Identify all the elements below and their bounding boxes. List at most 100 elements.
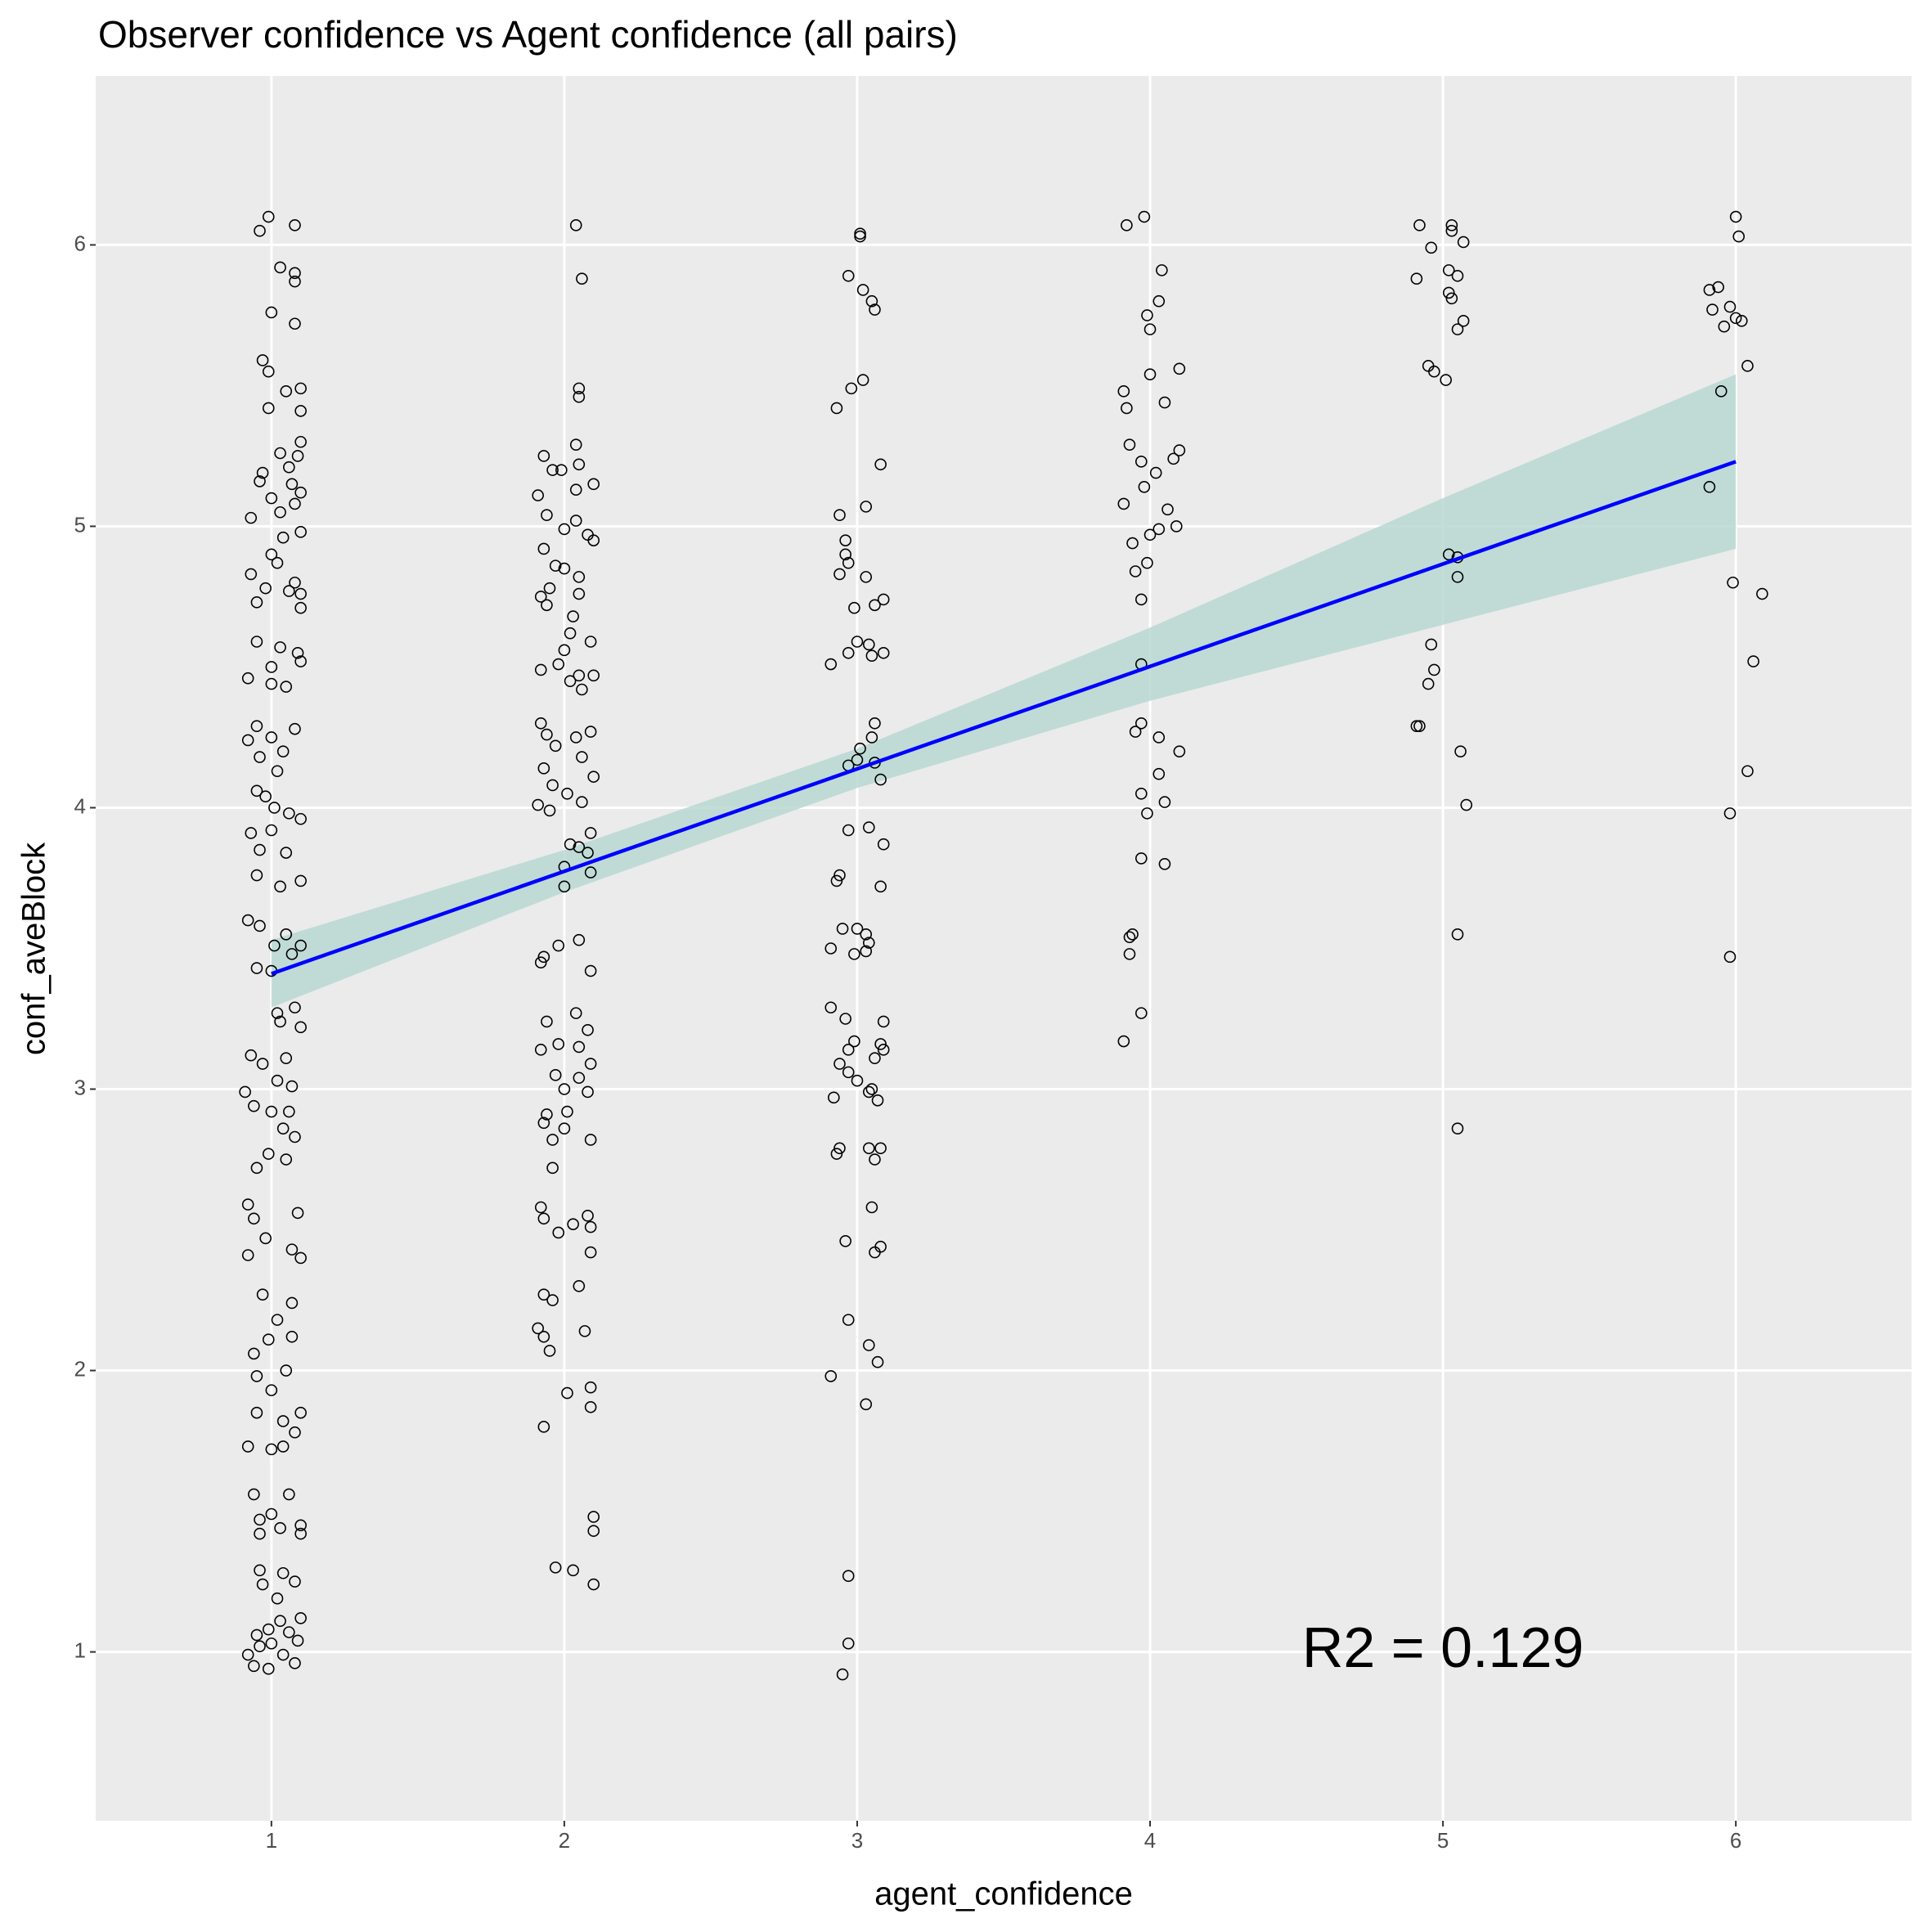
point [294, 587, 307, 600]
point [289, 1657, 301, 1669]
point [869, 1246, 881, 1259]
point [552, 1038, 565, 1050]
point [248, 1660, 260, 1673]
point [1152, 731, 1166, 744]
point [845, 382, 858, 395]
point [874, 880, 887, 893]
point [860, 571, 873, 583]
point [582, 1085, 594, 1099]
point [262, 365, 275, 378]
point [1413, 720, 1426, 733]
point [256, 1058, 269, 1070]
point [1727, 576, 1739, 589]
point [250, 1161, 263, 1175]
point [274, 1015, 286, 1028]
point [262, 210, 275, 223]
point [274, 1521, 286, 1534]
point [573, 669, 586, 682]
point [573, 1280, 586, 1292]
point [839, 534, 851, 546]
point [1451, 269, 1464, 282]
point [569, 731, 582, 744]
point [245, 568, 258, 581]
point [848, 1035, 860, 1048]
axes: 1 2 3 4 5 6 1 2 3 4 5 6 [74, 231, 1742, 1853]
point [1410, 272, 1423, 285]
point [865, 1083, 878, 1095]
point [584, 636, 597, 648]
point [534, 591, 547, 603]
point [259, 790, 272, 803]
point [584, 827, 597, 839]
point [1714, 385, 1728, 398]
point [537, 1212, 550, 1225]
point [280, 928, 293, 941]
point [283, 1105, 295, 1118]
point [573, 841, 586, 853]
point [1460, 798, 1473, 811]
point [250, 1370, 263, 1382]
point [274, 447, 286, 460]
point [573, 382, 586, 395]
point [865, 649, 878, 663]
point [1703, 284, 1716, 296]
y-axis-label: conf_aveBlock [16, 842, 52, 1055]
point [294, 601, 307, 614]
point [877, 646, 890, 659]
point [558, 880, 571, 893]
point [874, 458, 887, 471]
point [877, 593, 890, 606]
point [584, 964, 597, 977]
point [265, 306, 278, 319]
point [265, 824, 278, 837]
point [291, 450, 304, 462]
point [280, 847, 293, 859]
point [546, 464, 559, 476]
point [241, 734, 254, 747]
point [578, 1325, 591, 1337]
point [274, 641, 286, 654]
point [824, 658, 838, 671]
point [265, 1443, 278, 1456]
point [1712, 281, 1724, 294]
point [576, 272, 588, 285]
point [1410, 720, 1423, 733]
point [534, 1201, 547, 1214]
point [584, 1246, 597, 1259]
point [552, 939, 565, 952]
point [276, 745, 290, 757]
point [549, 739, 562, 753]
point [842, 824, 855, 837]
point [851, 1074, 864, 1087]
x-tick-label: 2 [559, 1828, 570, 1853]
point [584, 1220, 597, 1233]
point [833, 509, 846, 521]
point [833, 568, 846, 581]
x-tick-label: 4 [1144, 1828, 1156, 1853]
point [271, 1592, 284, 1605]
point [534, 956, 547, 969]
point [1161, 503, 1174, 516]
point [1741, 360, 1754, 372]
point [860, 1398, 873, 1411]
point [254, 1527, 266, 1540]
point [1451, 928, 1464, 941]
point [848, 948, 860, 960]
point [1117, 497, 1130, 510]
point [587, 771, 600, 783]
point [1723, 807, 1737, 820]
point [1152, 294, 1166, 308]
point [558, 523, 571, 536]
fit-band-layer [271, 374, 1737, 1008]
point [250, 1629, 263, 1642]
point [1167, 452, 1179, 465]
y-tick-label: 4 [74, 793, 86, 818]
point [262, 402, 275, 415]
fit-line [271, 460, 1737, 976]
point [1138, 480, 1151, 493]
point [552, 658, 565, 671]
point [285, 1243, 299, 1256]
point [1123, 948, 1136, 960]
point [1723, 950, 1737, 964]
point [265, 677, 278, 690]
